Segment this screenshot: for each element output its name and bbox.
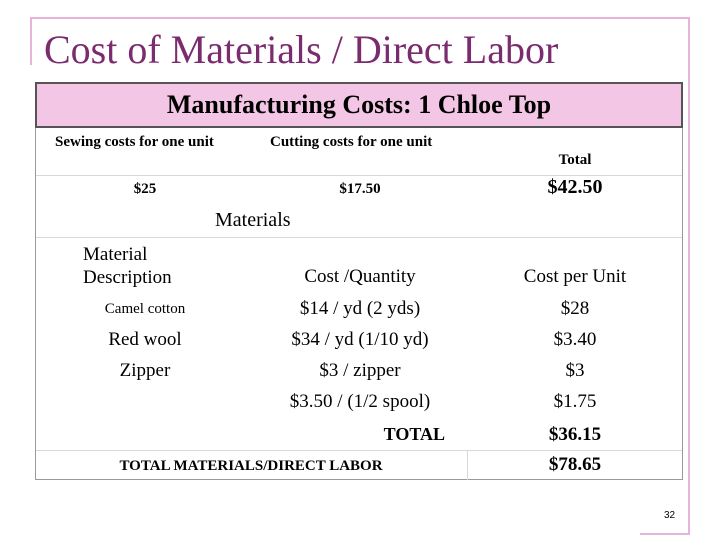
- cell: $42.50: [547, 176, 603, 198]
- cell: $3 / zipper: [319, 360, 401, 381]
- row-line: [36, 450, 682, 451]
- cell: $3.40: [553, 329, 597, 350]
- cell: $17.50: [339, 181, 381, 197]
- cell: Zipper: [119, 360, 171, 381]
- header-cell: Material Description: [83, 244, 172, 288]
- header-cell: Cutting costs for one unit: [270, 134, 433, 150]
- header-cell: Sewing costs for one unit: [55, 134, 214, 150]
- row-line: [36, 175, 682, 176]
- col-line: [467, 450, 468, 480]
- page-number: 32: [664, 510, 676, 521]
- total-label: TOTAL: [383, 424, 445, 444]
- total-value: $36.15: [548, 424, 602, 445]
- header-cell: Total: [558, 152, 592, 168]
- grand-total-value: $78.65: [548, 454, 602, 475]
- section-label: Materials: [215, 209, 291, 231]
- frame-right: [688, 17, 690, 535]
- frame-left: [30, 17, 32, 65]
- grand-total-label: TOTAL MATERIALS/DIRECT LABOR: [119, 458, 383, 474]
- header-cell: Cost per Unit: [523, 266, 627, 287]
- frame-bottom: [640, 533, 690, 535]
- table-caption: Manufacturing Costs: 1 Chloe Top: [166, 90, 552, 119]
- cell: $3.50 / (1/2 spool): [289, 391, 431, 412]
- cell: $34 / yd (1/10 yd): [291, 329, 429, 350]
- frame-top: [30, 17, 690, 19]
- cell: $14 / yd (2 yds): [299, 298, 421, 319]
- table-header: [35, 82, 683, 128]
- header-cell: Cost /Quantity: [304, 266, 416, 287]
- cell: $25: [133, 181, 157, 197]
- slide-title: Cost of Materials / Direct Labor: [44, 27, 559, 72]
- cell: $3: [565, 360, 585, 381]
- row-line: [36, 237, 682, 238]
- cell: Camel cotton: [104, 301, 186, 317]
- cell: $1.75: [553, 391, 597, 412]
- cell: Red wool: [108, 329, 182, 350]
- cell: $28: [560, 298, 590, 319]
